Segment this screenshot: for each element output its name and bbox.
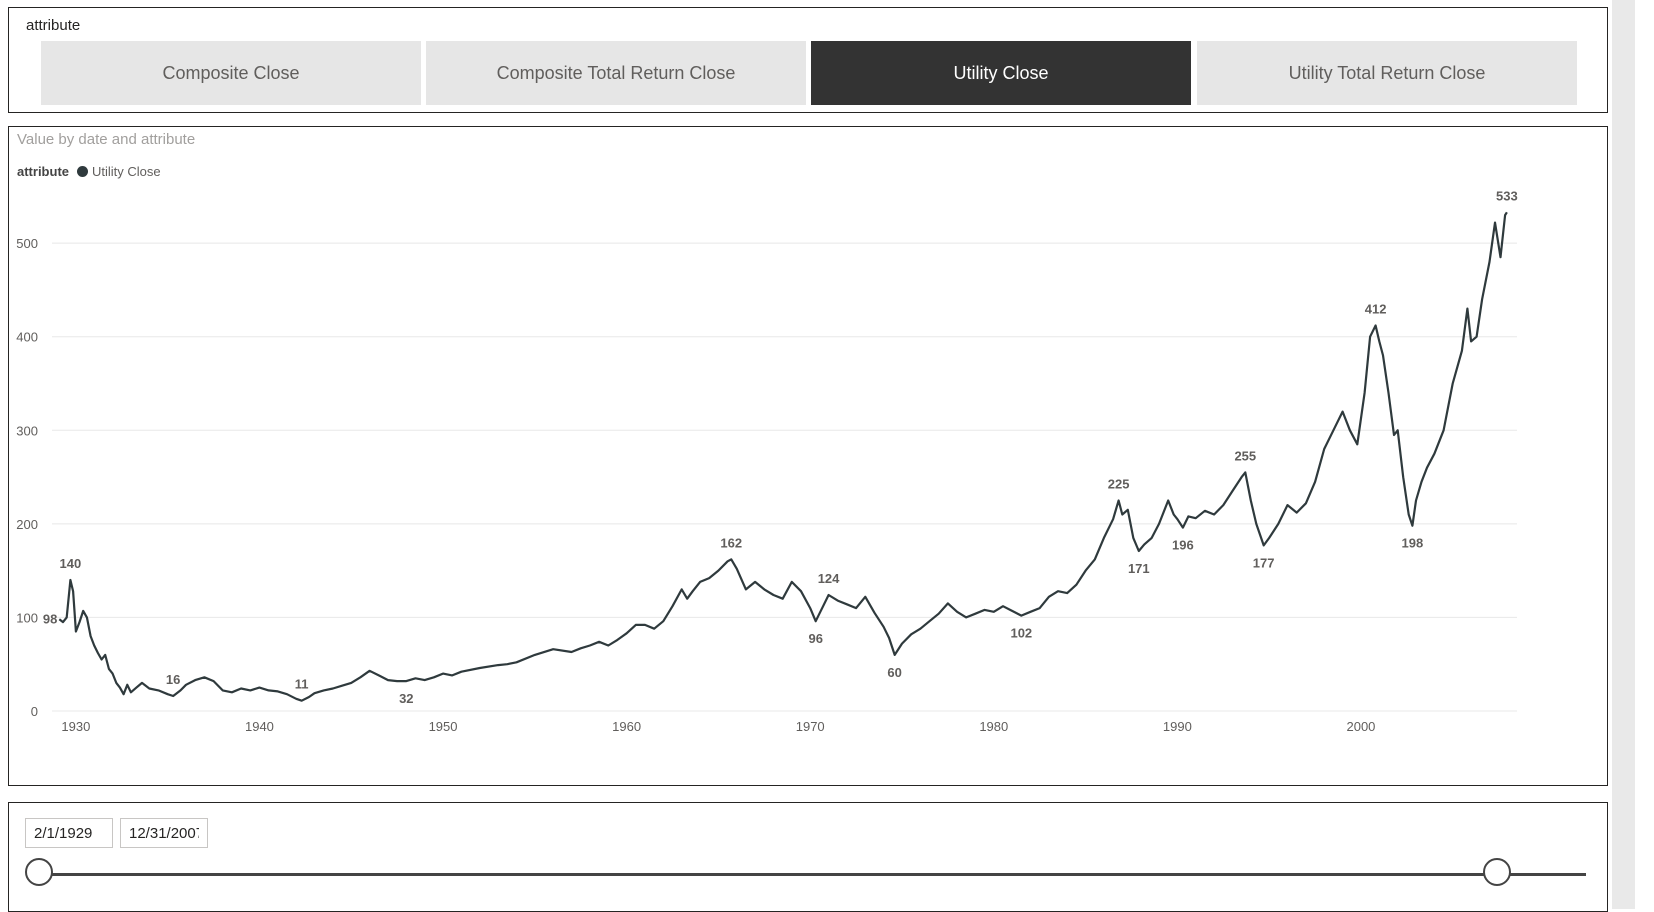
y-tick-label: 400	[16, 330, 38, 345]
x-tick-label: 1990	[1163, 719, 1192, 734]
data-label: 225	[1108, 476, 1130, 491]
data-label: 98	[43, 611, 57, 626]
x-tick-label: 1970	[796, 719, 825, 734]
data-label: 177	[1253, 555, 1275, 570]
x-tick-label: 1980	[979, 719, 1008, 734]
end-date-input[interactable]	[120, 818, 208, 848]
x-tick-label: 1940	[245, 719, 274, 734]
x-tick-label: 1930	[61, 719, 90, 734]
line-chart-visual[interactable]: Value by date and attribute attribute Ut…	[8, 126, 1608, 786]
data-label: 60	[887, 665, 901, 680]
data-label: 198	[1402, 536, 1424, 551]
y-tick-label: 300	[16, 423, 38, 438]
data-label: 140	[60, 556, 82, 571]
y-tick-label: 200	[16, 517, 38, 532]
slicer-button-utility-close[interactable]: Utility Close	[811, 41, 1191, 105]
page-scrollbar[interactable]	[1612, 0, 1635, 909]
data-label: 124	[818, 571, 840, 586]
date-range-slicer	[8, 802, 1608, 912]
date-slider-track[interactable]	[41, 873, 1586, 876]
data-label: 533	[1496, 188, 1518, 203]
legend-title: attribute	[17, 164, 69, 179]
start-date-input[interactable]	[25, 818, 113, 848]
x-tick-label: 2000	[1346, 719, 1375, 734]
y-tick-label: 100	[16, 610, 38, 625]
legend-marker-icon	[77, 166, 88, 177]
data-label: 11	[295, 677, 309, 692]
legend-entry-utility-close[interactable]: Utility Close	[92, 164, 161, 179]
data-label: 16	[166, 672, 180, 687]
data-label: 102	[1010, 626, 1032, 641]
chart-plot-area: 0 100 200 300 400 500 1930 1940 1950 1960 1970 1980…	[16, 188, 1518, 734]
data-label: 96	[808, 631, 822, 646]
data-label: 162	[720, 535, 742, 550]
date-slider-start-handle[interactable]	[25, 858, 53, 886]
slicer-button-composite-close[interactable]: Composite Close	[41, 41, 421, 105]
data-label: 171	[1128, 561, 1150, 576]
data-label: 412	[1365, 301, 1387, 316]
chart-legend: attribute Utility Close	[17, 164, 161, 179]
y-tick-label: 500	[16, 236, 38, 251]
slicer-button-utility-total-return-close[interactable]: Utility Total Return Close	[1197, 41, 1577, 105]
slicer-title: attribute	[26, 17, 81, 34]
data-label: 255	[1234, 448, 1256, 463]
slicer-button-composite-total-return-close[interactable]: Composite Total Return Close	[426, 41, 806, 105]
x-tick-label: 1950	[429, 719, 458, 734]
attribute-slicer: attribute Composite Close Composite Tota…	[8, 7, 1608, 113]
date-slider-end-handle[interactable]	[1483, 858, 1511, 886]
y-tick-label: 0	[31, 704, 38, 719]
data-label: 196	[1172, 538, 1194, 553]
data-label: 32	[399, 691, 413, 706]
x-tick-label: 1960	[612, 719, 641, 734]
series-line-utility-close	[58, 211, 1508, 702]
chart-title: Value by date and attribute	[17, 131, 196, 148]
